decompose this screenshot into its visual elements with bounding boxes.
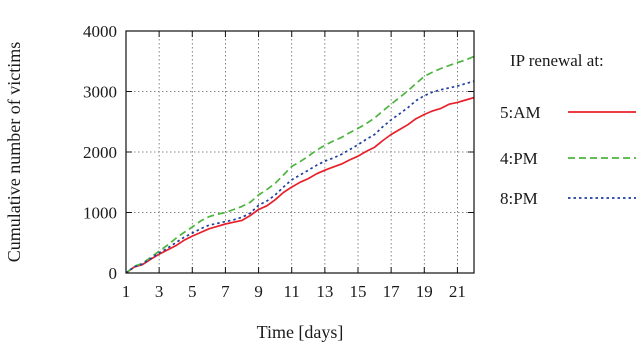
legend-label-3: 8:PM xyxy=(500,189,538,208)
x-tick-label: 15 xyxy=(350,282,367,301)
y-tick-label: 2000 xyxy=(83,143,117,162)
legend-label-1: 5:AM xyxy=(500,103,541,122)
x-tick-label: 5 xyxy=(188,282,197,301)
series-line-3 xyxy=(125,80,475,274)
x-tick-label: 7 xyxy=(221,282,230,301)
x-axis-label: Time [days] xyxy=(257,322,344,342)
series-line-1 xyxy=(125,96,475,274)
x-tick-label: 9 xyxy=(254,282,263,301)
x-tick-label: 3 xyxy=(155,282,164,301)
x-tick-label: 21 xyxy=(449,282,466,301)
y-tick-label: 4000 xyxy=(83,22,117,41)
y-axis-label: Cumulative number of victims xyxy=(4,42,24,262)
y-tick-label: 0 xyxy=(109,264,118,283)
y-tick-label: 1000 xyxy=(83,204,117,223)
x-tick-label: 13 xyxy=(316,282,333,301)
legend-title: IP renewal at: xyxy=(510,51,604,70)
y-tick-label: 3000 xyxy=(83,83,117,102)
x-tick-label: 19 xyxy=(416,282,433,301)
x-tick-label: 1 xyxy=(122,282,131,301)
x-tick-label: 11 xyxy=(284,282,300,301)
legend-label-2: 4:PM xyxy=(500,149,538,168)
x-tick-label: 17 xyxy=(383,282,401,301)
series-layer xyxy=(125,55,475,274)
legend: IP renewal at: 5:AM 4:PM 8:PM xyxy=(500,51,636,208)
series-line-2 xyxy=(125,55,475,274)
